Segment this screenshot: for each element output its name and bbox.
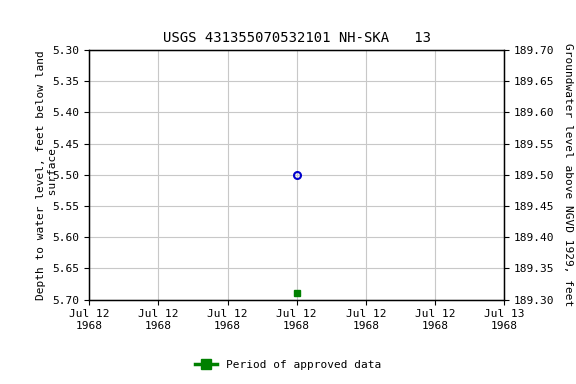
Legend: Period of approved data: Period of approved data xyxy=(191,356,385,375)
Title: USGS 431355070532101 NH-SKA   13: USGS 431355070532101 NH-SKA 13 xyxy=(162,31,431,45)
Y-axis label: Groundwater level above NGVD 1929, feet: Groundwater level above NGVD 1929, feet xyxy=(563,43,573,306)
Y-axis label: Depth to water level, feet below land
 surface: Depth to water level, feet below land su… xyxy=(36,50,58,300)
